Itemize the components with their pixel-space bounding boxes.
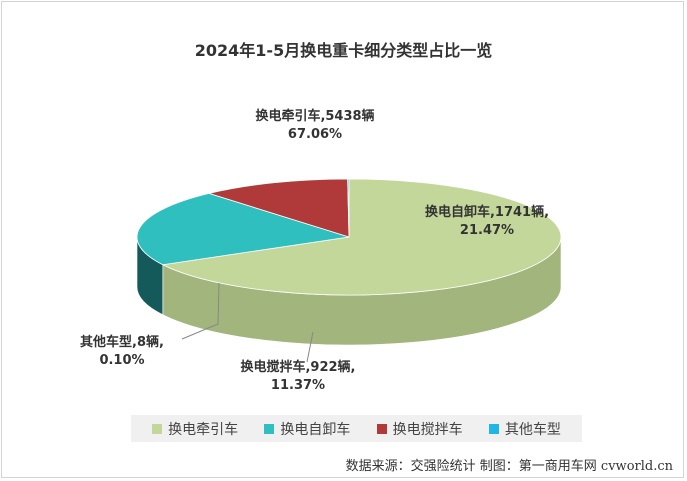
- data-label-percent: 11.37%: [271, 378, 325, 393]
- leader-line-other: [181, 282, 220, 340]
- data-label-percent: 0.10%: [99, 353, 144, 368]
- legend-item-other: 其他车型: [488, 419, 561, 439]
- pie-slice-tractor: [161, 178, 562, 296]
- data-label-name: 换电搅拌车,922辆,: [240, 359, 355, 375]
- data-label-percent: 67.06%: [288, 127, 342, 142]
- data-label-mixer: 换电搅拌车,922辆, 11.37%: [240, 359, 355, 393]
- data-label-tractor: 换电牵引车,5438辆 67.06%: [255, 108, 374, 142]
- data-label-name: 其他车型,8辆,: [80, 334, 164, 350]
- pie-slice-mixer: [207, 178, 350, 238]
- legend-swatch: [152, 423, 163, 434]
- data-label-name: 换电牵引车,5438辆: [255, 108, 374, 124]
- data-label-dumper: 换电自卸车,1741辆, 21.47%: [425, 204, 549, 238]
- legend-swatch: [264, 423, 275, 434]
- source-note: 数据来源：交强险统计 制图：第一商用车网 cvworld.cn: [345, 459, 673, 474]
- legend-item-mixer: 换电搅拌车: [376, 419, 463, 439]
- legend-item-dumper: 换电自卸车: [264, 419, 350, 439]
- chart-title: 2024年1-5月换电重卡细分类型占比一览: [194, 41, 493, 60]
- data-label-percent: 21.47%: [460, 223, 514, 238]
- legend-item-tractor: 换电牵引车: [152, 419, 238, 439]
- legend-label: 其他车型: [504, 421, 561, 438]
- legend: 换电牵引车 换电自卸车 换电搅拌车 其他车型: [131, 415, 582, 442]
- legend-label: 换电自卸车: [280, 421, 351, 438]
- pie-tops: [136, 178, 562, 296]
- legend-swatch: [488, 423, 499, 434]
- pie-labels: 换电牵引车,5438辆 67.06% 换电自卸车,1741辆, 21.47% 换电搅拌车…: [80, 108, 549, 393]
- pie-slice-dumper: [136, 193, 350, 266]
- data-label-other: 其他车型,8辆, 0.10%: [80, 334, 164, 368]
- pie-slice-other: [347, 178, 350, 238]
- legend-label: 换电搅拌车: [392, 421, 463, 438]
- leader-line-mixer: [306, 331, 314, 363]
- data-label-name: 换电自卸车,1741辆,: [425, 204, 549, 220]
- legend-swatch: [376, 423, 387, 434]
- legend-label: 换电牵引车: [168, 421, 239, 438]
